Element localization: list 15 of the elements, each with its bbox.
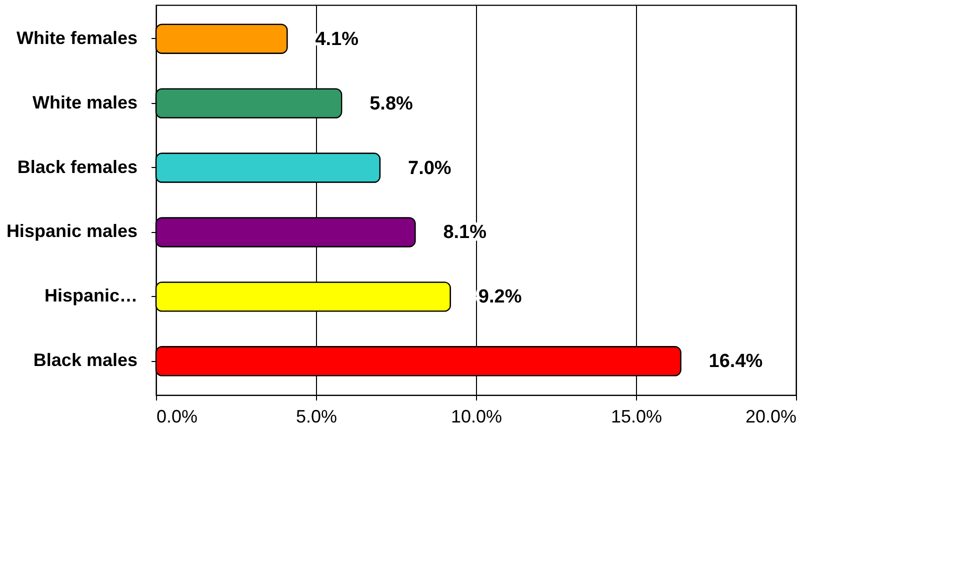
- x-tick-label: 15.0%: [610, 406, 662, 426]
- y-tick-label: White males: [32, 92, 138, 112]
- data-label: 9.2%: [478, 286, 522, 308]
- x-tick-label: 5.0%: [296, 406, 338, 426]
- y-tick-label: Black females: [17, 156, 138, 177]
- x-tick-label: 0.0%: [156, 406, 198, 426]
- y-tick-label: Hispanic…: [44, 286, 138, 306]
- y-tick-label: Hispanic males: [6, 221, 138, 242]
- data-label: 16.4%: [708, 351, 763, 372]
- y-tick-label: Black males: [33, 350, 138, 370]
- x-tick-label: 20.0%: [745, 406, 796, 426]
- x-tick-label: 10.0%: [450, 406, 502, 426]
- data-label: 7.0%: [408, 158, 452, 179]
- data-label: 5.8%: [370, 93, 414, 114]
- y-tick-label: White females: [16, 28, 138, 48]
